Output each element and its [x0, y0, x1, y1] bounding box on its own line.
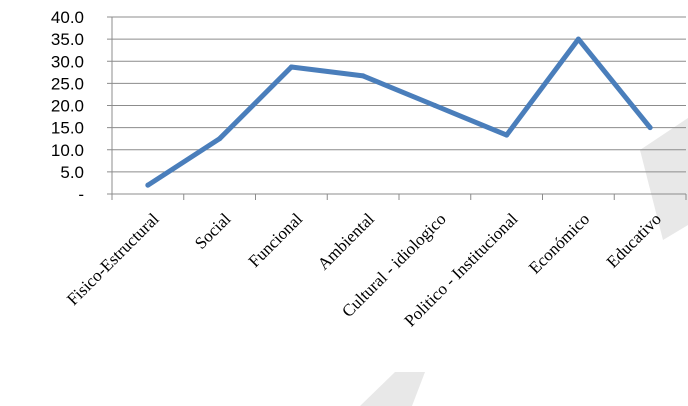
y-tick-label: 20.0 — [51, 97, 84, 116]
series-line — [145, 36, 653, 188]
data-point — [575, 36, 581, 42]
data-point — [504, 132, 510, 138]
data-point — [145, 182, 151, 188]
data-point — [217, 136, 223, 142]
watermark — [360, 118, 688, 406]
watermark-band-lower — [360, 372, 425, 406]
x-tick-label: Económico — [525, 209, 593, 277]
data-point — [647, 125, 653, 131]
gridlines — [107, 16, 686, 195]
x-axis: Fisico-Estructural Social Funcional Ambient… — [63, 193, 687, 330]
y-tick-label: 5.0 — [60, 163, 84, 182]
y-axis: - 5.0 10.0 15.0 20.0 25.0 30.0 35.0 40.0 — [51, 8, 113, 204]
y-tick-label: 40.0 — [51, 8, 84, 27]
y-tick-label: - — [78, 185, 84, 204]
y-tick-label: 15.0 — [51, 119, 84, 138]
data-point — [288, 64, 294, 70]
watermark-band-upper — [640, 118, 688, 240]
x-tick-label: Educativo — [603, 209, 665, 271]
series-line-group — [145, 36, 653, 188]
x-tick-label: Funcional — [245, 209, 307, 271]
x-tick-label: Social — [191, 209, 235, 253]
data-point — [360, 73, 366, 79]
y-tick-label: 25.0 — [51, 74, 84, 93]
x-tick-label: Fisico-Estructural — [63, 209, 163, 309]
y-tick-label: 35.0 — [51, 30, 84, 49]
y-tick-label: 10.0 — [51, 141, 84, 160]
data-point — [432, 103, 438, 108]
x-tick-label: Ambiental — [314, 209, 378, 273]
y-tick-label: 30.0 — [51, 52, 84, 71]
